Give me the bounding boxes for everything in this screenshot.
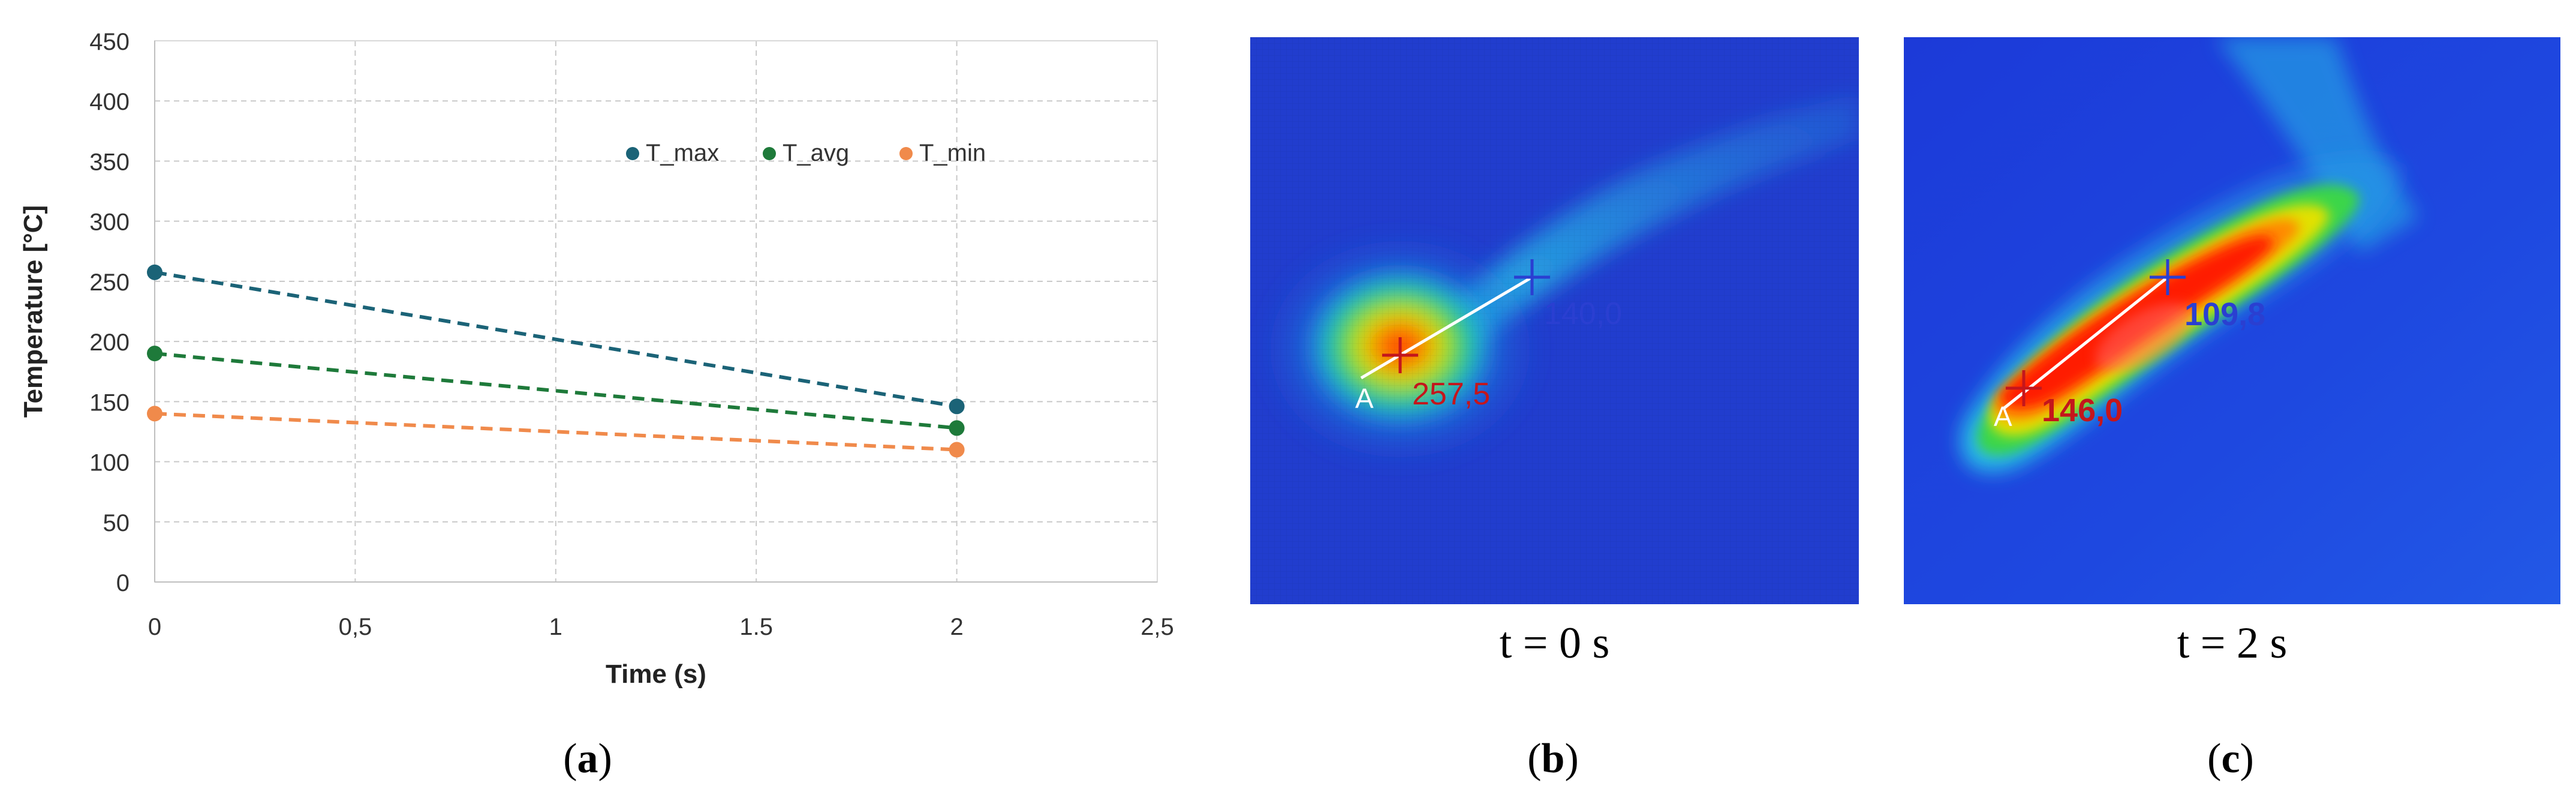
legend-label: T_max <box>646 140 719 166</box>
thermal-image-t0: A 257,5 140,0 <box>1250 37 1859 604</box>
x-tick-label: 2 <box>950 614 963 640</box>
y-tick-label: 300 <box>89 209 130 236</box>
caption-t0: t = 0 s <box>1499 619 1610 668</box>
legend-label: T_avg <box>783 140 849 166</box>
legend-marker <box>626 147 639 160</box>
y-axis-label: Temperature [°C] <box>19 205 48 418</box>
data-point-t-avg <box>147 346 162 362</box>
chart-legend: T_max T_avg T_min <box>626 140 986 166</box>
chart-series <box>147 264 965 458</box>
y-tick-label: 100 <box>89 450 130 476</box>
series-line-t-max <box>154 270 958 409</box>
x-tick-label: 2,5 <box>1140 614 1174 640</box>
thermal-image-t2: A 146,0 109,8 <box>1904 37 2560 604</box>
cold-spot-crosshair <box>2150 259 2186 295</box>
x-tick-label: 0 <box>148 614 161 640</box>
y-tick-label: 50 <box>103 510 130 536</box>
y-tick-label: 150 <box>89 389 130 416</box>
data-point-t-avg <box>949 420 965 436</box>
x-tick-label: 0,5 <box>339 614 372 640</box>
x-tick-label: 1.5 <box>739 614 773 640</box>
y-tick-label: 350 <box>89 149 130 175</box>
cold-spot-value: 109,8 <box>2184 296 2265 332</box>
hot-spot-crosshair <box>1382 337 1418 373</box>
data-point-t-max <box>949 398 965 415</box>
hot-spot-crosshair <box>2006 370 2042 406</box>
y-tick-label: 0 <box>116 570 130 596</box>
data-point-t-min <box>949 442 965 458</box>
marker-start-label: A <box>1994 401 2012 432</box>
marker-start-label: A <box>1355 383 1374 414</box>
caption-t2: t = 2 s <box>2177 619 2288 668</box>
x-axis-label: Time (s) <box>606 659 706 689</box>
panel-label-c: (c) <box>2207 736 2254 782</box>
thermal-image-t2-canvas: A 146,0 109,8 <box>1904 37 2560 604</box>
hot-spot-value: 257,5 <box>1412 377 1490 412</box>
x-tick-label: 1 <box>549 614 562 640</box>
thermal-image-t0-canvas: A 257,5 140,0 <box>1250 37 1859 604</box>
legend-marker <box>763 147 776 160</box>
legend-marker <box>899 147 913 160</box>
temperature-chart-panel: 0 50 100 150 200 250 300 350 400 450 0 0,5 1 1.5 2 2,5 … <box>0 0 1199 798</box>
y-tick-label: 200 <box>89 329 130 356</box>
data-point-t-min <box>147 406 162 422</box>
y-tick-label: 450 <box>89 29 130 55</box>
chart-grid <box>154 40 1158 583</box>
panel-label-b: (b) <box>1527 736 1579 782</box>
data-point-t-max <box>147 264 162 280</box>
y-tick-label: 400 <box>89 89 130 115</box>
plot-area-frame <box>154 40 1158 583</box>
chart-axes: 0 50 100 150 200 250 300 350 400 450 0 0,5 1 1.5 2 2,5 <box>89 29 1174 640</box>
hot-spot-value: 146,0 <box>2042 392 2123 428</box>
panel-label-a: (a) <box>563 736 612 782</box>
cold-spot-value: 140,0 <box>1544 296 1622 331</box>
cold-spot-crosshair <box>1514 259 1550 295</box>
y-tick-label: 250 <box>89 269 130 296</box>
legend-label: T_min <box>919 140 986 166</box>
